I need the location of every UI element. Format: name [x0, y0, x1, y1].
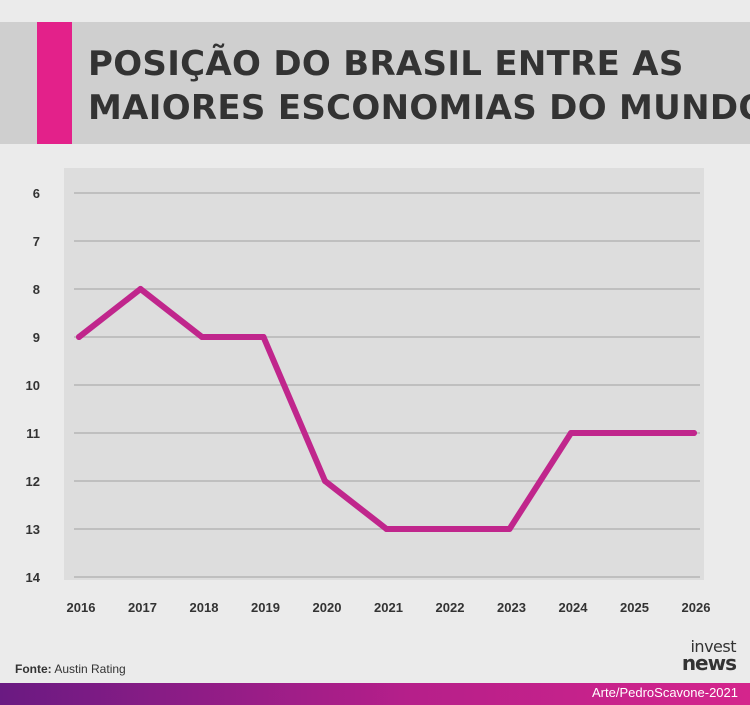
data-point-2016: [76, 334, 82, 340]
y-tick-label-8: 8: [33, 282, 40, 297]
data-point-2019: [260, 334, 267, 340]
data-point-2017: [137, 286, 144, 292]
data-point-2025: [629, 430, 636, 436]
data-point-2021: [383, 526, 390, 532]
x-tick-label-2018: 2018: [190, 600, 219, 615]
source-note: Fonte: Austin Rating: [15, 662, 126, 676]
investnews-logo: invest news: [666, 637, 737, 675]
x-tick-label-2017: 2017: [128, 600, 157, 615]
art-credit: Arte/PedroScavone-2021: [592, 685, 738, 700]
data-point-2022: [445, 526, 451, 532]
x-tick-label-2026: 2026: [682, 600, 711, 615]
x-tick-label-2020: 2020: [313, 600, 342, 615]
data-point-2023: [506, 526, 513, 532]
data-point-2024: [568, 430, 574, 436]
x-tick-label-2016: 2016: [67, 600, 96, 615]
chart-title: POSIÇÃO DO BRASIL ENTRE AS MAIORES ESCON…: [88, 42, 750, 130]
source-label: Fonte:: [15, 662, 52, 676]
y-tick-label-9: 9: [33, 330, 40, 345]
x-tick-label-2024: 2024: [559, 600, 589, 615]
title-line-1: POSIÇÃO DO BRASIL ENTRE AS: [88, 44, 684, 84]
chart-svg: 6 7 8 9 10 11 12 13 14 2016 2017 2018 2019 2020 2021 2…: [26, 168, 711, 615]
y-tick-label-10: 10: [26, 378, 40, 393]
title-line-2: MAIORES ESCONOMIAS DO MUNDO: [88, 88, 750, 128]
bottom-bar: Arte/PedroScavone-2021: [0, 683, 750, 705]
y-tick-label-7: 7: [33, 234, 40, 249]
x-tick-label-2019: 2019: [251, 600, 280, 615]
x-tick-label-2021: 2021: [374, 600, 403, 615]
y-tick-label-14: 14: [26, 570, 41, 585]
x-tick-label-2025: 2025: [620, 600, 649, 615]
header-band: POSIÇÃO DO BRASIL ENTRE AS MAIORES ESCON…: [0, 22, 750, 144]
data-point-2020: [322, 478, 328, 484]
y-tick-label-13: 13: [26, 522, 40, 537]
y-tick-label-6: 6: [33, 186, 40, 201]
x-tick-label-2022: 2022: [436, 600, 465, 615]
logo-line-2: news: [681, 651, 737, 675]
plot-background: [64, 168, 704, 580]
accent-bar: [37, 22, 72, 144]
x-tick-label-2023: 2023: [497, 600, 526, 615]
source-value: Austin Rating: [54, 662, 126, 676]
y-tick-label-12: 12: [26, 474, 40, 489]
data-point-2018: [199, 334, 205, 340]
data-point-2026: [691, 430, 697, 436]
y-tick-label-11: 11: [26, 426, 40, 441]
logo-line-1: invest: [690, 637, 736, 656]
